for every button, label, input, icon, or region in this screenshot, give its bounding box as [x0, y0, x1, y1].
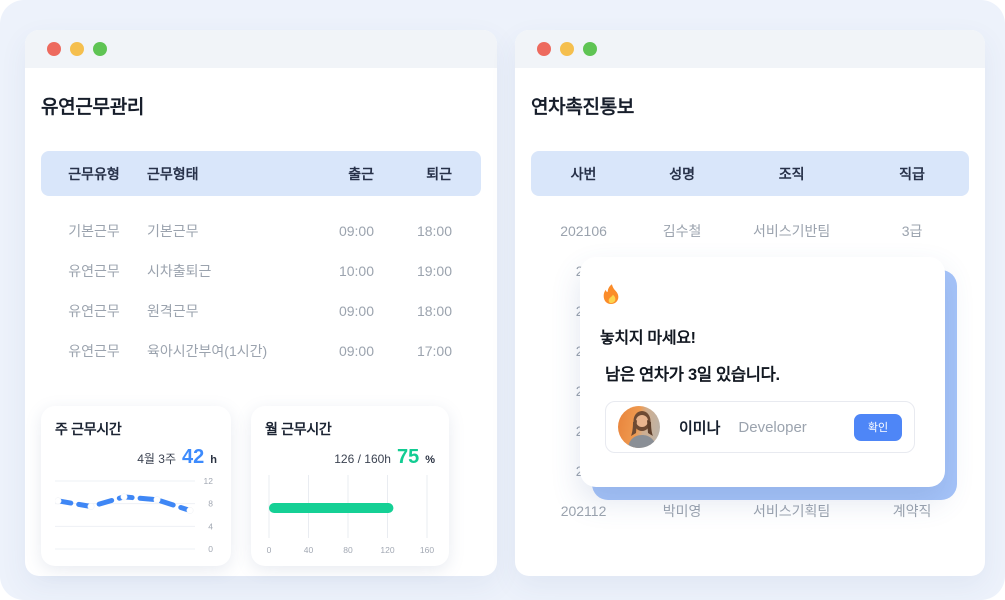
minimize-button-icon[interactable] [70, 42, 84, 56]
notification-title: 놓치지 마세요! [600, 330, 696, 347]
table-cell: 김수철 [662, 223, 702, 239]
svg-text:0: 0 [208, 544, 213, 554]
person-name: 이미나 [679, 419, 721, 437]
table-cell: 직급 [899, 165, 925, 182]
period-label: 4월 3주 [137, 452, 177, 466]
weekly-hours-card: 주 근무시간 4월 3주 42 h 12 8 4 0 [41, 406, 231, 566]
notification-message: 남은 연차가 3일 있습니다. [605, 366, 780, 384]
svg-text:0: 0 [267, 545, 272, 555]
table-cell: 사번 [570, 165, 597, 182]
table-cell: 성명 [669, 165, 695, 182]
table-row: 유연근무 육아시간부여(1시간) 09:00 17:00 [41, 331, 481, 371]
table-header-row: 근무유형 근무형태 출근 퇴근 [41, 151, 481, 196]
table-cell: 근무유형 [68, 165, 120, 182]
table-cell: 09:00 [338, 343, 374, 359]
svg-text:12: 12 [204, 476, 214, 486]
flexible-work-window: 유연근무관리 근무유형 근무형태 출근 퇴근 기본근무 기본근무 09:00 18:00 유연근… [25, 30, 497, 576]
table-cell: 3급 [901, 223, 923, 239]
window-titlebar [515, 30, 985, 68]
page-title: 유연근무관리 [41, 97, 145, 118]
table-cell: 10:00 [338, 263, 374, 279]
table-cell: 서비스기반팀 [752, 223, 831, 239]
table-header-row: 사번 성명 조직 직급 [531, 151, 969, 196]
page-title: 연차촉진통보 [531, 97, 635, 118]
employee-table: 사번성명조직직급202106김수철서비스기반팀3급202020202020202… [531, 151, 969, 531]
chart-title: 월 근무시간 [265, 421, 332, 437]
monthly-stat: 126 / 160h 75 % [265, 446, 435, 468]
chart-title: 주 근무시간 [55, 421, 122, 437]
table-cell: 18:00 [416, 223, 452, 239]
table-cell: 18:00 [416, 303, 452, 319]
table-cell: 202112 [560, 503, 607, 519]
monthly-hours-card: 월 근무시간 126 / 160h 75 % 0 40 80 120 160 [251, 406, 449, 566]
table-cell: 09:00 [338, 303, 374, 319]
monthly-percent-value: 75 [396, 446, 420, 468]
table-row: 유연근무 원격근무 09:00 18:00 [41, 291, 481, 331]
table-row: 유연근무 시차출퇴근 10:00 19:00 [41, 251, 481, 291]
table-cell: 유연근무 [68, 303, 120, 319]
person-role: Developer [738, 418, 807, 436]
table-row: 기본근무 기본근무 09:00 18:00 [41, 211, 481, 251]
window-titlebar [25, 30, 497, 68]
table-row: 202112 박미영 서비스기획팀 계약직 [531, 491, 969, 531]
person-card: 이미나 Developer 확인 [605, 401, 915, 453]
table-cell: 박미영 [662, 503, 702, 519]
table-cell: 09:00 [338, 223, 374, 239]
zoom-button-icon[interactable] [93, 42, 107, 56]
close-button-icon[interactable] [537, 42, 551, 56]
monthly-bar-chart: 0 40 80 120 160 [267, 475, 434, 555]
table-cell: 202106 [560, 223, 607, 239]
percent-unit: % [425, 454, 435, 466]
weekly-stat: 4월 3주 42 h [55, 446, 217, 468]
svg-text:160: 160 [420, 545, 434, 555]
svg-text:120: 120 [380, 545, 394, 555]
svg-text:80: 80 [343, 545, 353, 555]
table-body: 기본근무 기본근무 09:00 18:00 유연근무 시차출퇴근 10:00 19:00 유연근… [41, 211, 481, 371]
table-cell: 19:00 [416, 263, 452, 279]
table-cell: 출근 [348, 165, 374, 182]
table-cell: 근무형태 [147, 165, 199, 182]
table-cell: 17:00 [416, 343, 452, 359]
weekly-line-chart: 12 8 4 0 [54, 476, 214, 554]
table-cell: 유연근무 [68, 343, 120, 359]
svg-text:8: 8 [208, 499, 213, 509]
confirm-button[interactable]: 확인 [854, 413, 902, 441]
close-button-icon[interactable] [47, 42, 61, 56]
svg-text:40: 40 [304, 545, 314, 555]
table-cell: 퇴근 [426, 165, 452, 182]
progress-label: 126 / 160h [334, 452, 391, 466]
table-cell: 서비스기획팀 [752, 503, 831, 519]
minimize-button-icon[interactable] [560, 42, 574, 56]
zoom-button-icon[interactable] [583, 42, 597, 56]
table-cell: 조직 [778, 165, 805, 182]
svg-text:4: 4 [208, 521, 213, 531]
table-cell: 계약직 [892, 503, 932, 519]
table-cell: 기본근무 [68, 223, 120, 239]
hours-unit: h [210, 454, 217, 466]
table-cell: 원격근무 [147, 303, 199, 319]
chart-cards-row: 주 근무시간 4월 3주 42 h 12 8 4 0 월 근무시간 126 / 160… [25, 406, 497, 566]
fire-icon [603, 284, 619, 304]
weekly-hours-value: 42 [182, 446, 205, 468]
table-cell: 시차출퇴근 [147, 263, 212, 279]
table-cell: 기본근무 [147, 223, 199, 239]
avatar [618, 406, 660, 448]
table-row: 202106 김수철 서비스기반팀 3급 [531, 211, 969, 251]
table-cell: 유연근무 [68, 263, 120, 279]
table-cell: 육아시간부여(1시간) [147, 343, 268, 359]
leave-notification-card: 놓치지 마세요! 남은 연차가 3일 있습니다. 이미나 Developer 확… [580, 257, 945, 487]
leave-notice-window: 연차촉진통보 사번성명조직직급202106김수철서비스기반팀3급20202020… [515, 30, 985, 576]
